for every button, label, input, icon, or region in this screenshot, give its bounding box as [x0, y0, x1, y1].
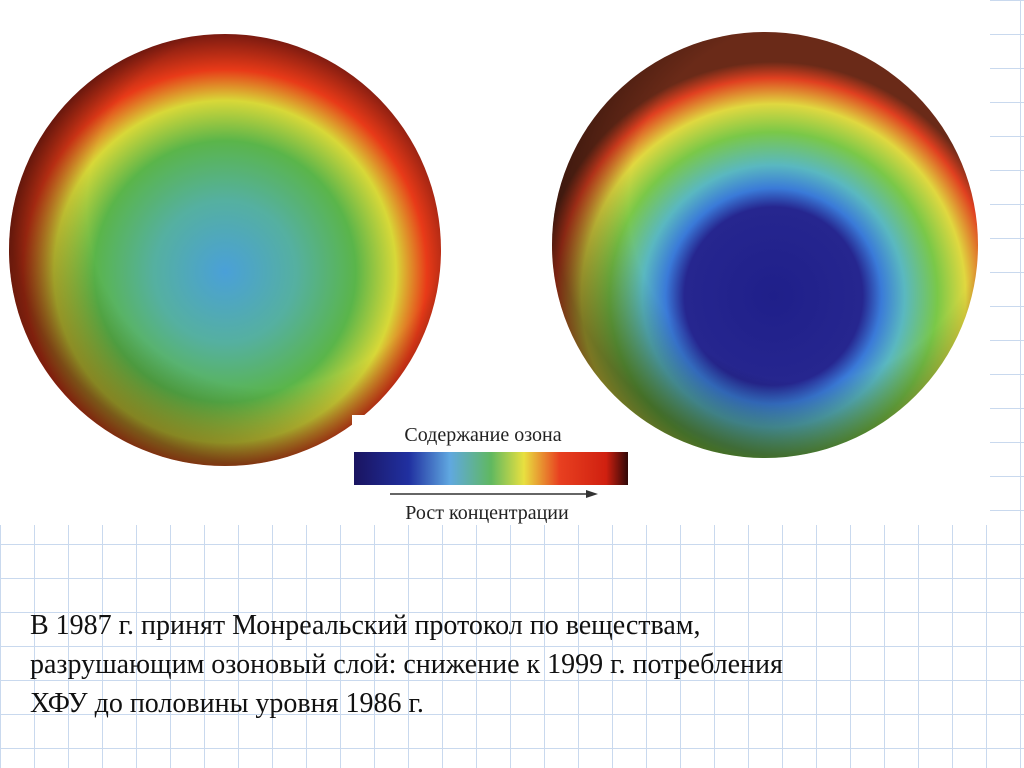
- globe-shade: [552, 32, 978, 458]
- body-text: В 1987 г. принят Монреальский протокол п…: [30, 606, 783, 723]
- text-line: В 1987 г. принят Монреальский протокол п…: [30, 610, 701, 641]
- arrow-head: [586, 490, 598, 498]
- legend-axis-label: Рост концентрации: [405, 502, 569, 524]
- globe-shade: [9, 34, 441, 466]
- text-line: ХФУ до половины уровня 1986 г.: [30, 688, 424, 719]
- legend-title: Содержание озона: [404, 424, 561, 446]
- ozone-image: Содержание озона Рост концентрации: [9, 32, 978, 524]
- color-bar: [354, 452, 628, 485]
- text-line: разрушающим озоновый слой: снижение к 19…: [30, 649, 783, 680]
